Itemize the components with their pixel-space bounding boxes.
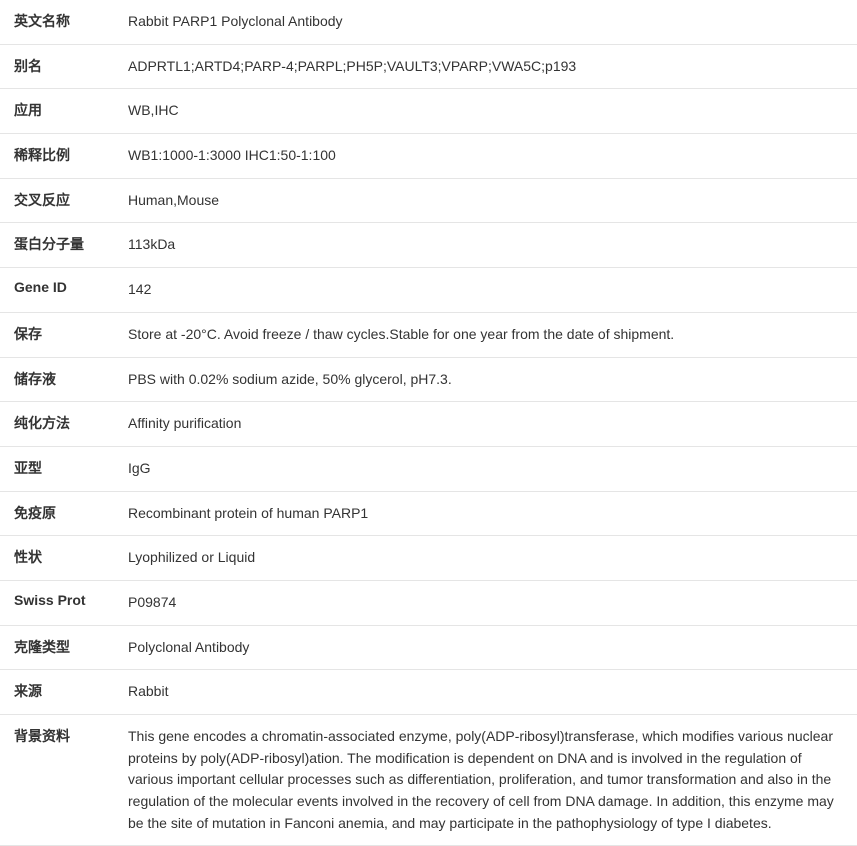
row-label: 蛋白分子量 xyxy=(0,223,120,268)
spec-table-body: 英文名称 Rabbit PARP1 Polyclonal Antibody 别名… xyxy=(0,0,857,846)
row-label: 来源 xyxy=(0,670,120,715)
row-value: P09874 xyxy=(120,580,857,625)
row-value: PBS with 0.02% sodium azide, 50% glycero… xyxy=(120,357,857,402)
table-row: 免疫原 Recombinant protein of human PARP1 xyxy=(0,491,857,536)
row-label: 亚型 xyxy=(0,446,120,491)
row-value: Recombinant protein of human PARP1 xyxy=(120,491,857,536)
row-label: 稀释比例 xyxy=(0,134,120,179)
table-row: 应用 WB,IHC xyxy=(0,89,857,134)
row-value: WB1:1000-1:3000 IHC1:50-1:100 xyxy=(120,134,857,179)
table-row: 英文名称 Rabbit PARP1 Polyclonal Antibody xyxy=(0,0,857,44)
table-row: 纯化方法 Affinity purification xyxy=(0,402,857,447)
row-value: Rabbit xyxy=(120,670,857,715)
row-label: 性状 xyxy=(0,536,120,581)
table-row: 蛋白分子量 113kDa xyxy=(0,223,857,268)
table-row: 储存液 PBS with 0.02% sodium azide, 50% gly… xyxy=(0,357,857,402)
row-label: Swiss Prot xyxy=(0,580,120,625)
row-label: 应用 xyxy=(0,89,120,134)
row-value: WB,IHC xyxy=(120,89,857,134)
table-row: 性状 Lyophilized or Liquid xyxy=(0,536,857,581)
row-value: This gene encodes a chromatin-associated… xyxy=(120,715,857,846)
row-label: 纯化方法 xyxy=(0,402,120,447)
table-row: 保存 Store at -20°C. Avoid freeze / thaw c… xyxy=(0,312,857,357)
table-row: 克隆类型 Polyclonal Antibody xyxy=(0,625,857,670)
table-row: 来源 Rabbit xyxy=(0,670,857,715)
row-value: Affinity purification xyxy=(120,402,857,447)
row-label: Gene ID xyxy=(0,268,120,313)
row-label: 背景资料 xyxy=(0,715,120,846)
row-value: Polyclonal Antibody xyxy=(120,625,857,670)
table-row: Gene ID 142 xyxy=(0,268,857,313)
row-value: 142 xyxy=(120,268,857,313)
row-label: 克隆类型 xyxy=(0,625,120,670)
row-label: 英文名称 xyxy=(0,0,120,44)
table-row: 交叉反应 Human,Mouse xyxy=(0,178,857,223)
row-label: 别名 xyxy=(0,44,120,89)
row-value: Lyophilized or Liquid xyxy=(120,536,857,581)
table-row: Swiss Prot P09874 xyxy=(0,580,857,625)
row-label: 储存液 xyxy=(0,357,120,402)
row-value: IgG xyxy=(120,446,857,491)
row-value: Rabbit PARP1 Polyclonal Antibody xyxy=(120,0,857,44)
spec-table: 英文名称 Rabbit PARP1 Polyclonal Antibody 别名… xyxy=(0,0,857,846)
row-label: 交叉反应 xyxy=(0,178,120,223)
table-row: 别名 ADPRTL1;ARTD4;PARP-4;PARPL;PH5P;VAULT… xyxy=(0,44,857,89)
row-value: Store at -20°C. Avoid freeze / thaw cycl… xyxy=(120,312,857,357)
table-row: 背景资料 This gene encodes a chromatin-assoc… xyxy=(0,715,857,846)
table-row: 稀释比例 WB1:1000-1:3000 IHC1:50-1:100 xyxy=(0,134,857,179)
row-label: 保存 xyxy=(0,312,120,357)
table-row: 亚型 IgG xyxy=(0,446,857,491)
row-label: 免疫原 xyxy=(0,491,120,536)
row-value: Human,Mouse xyxy=(120,178,857,223)
row-value: ADPRTL1;ARTD4;PARP-4;PARPL;PH5P;VAULT3;V… xyxy=(120,44,857,89)
row-value: 113kDa xyxy=(120,223,857,268)
